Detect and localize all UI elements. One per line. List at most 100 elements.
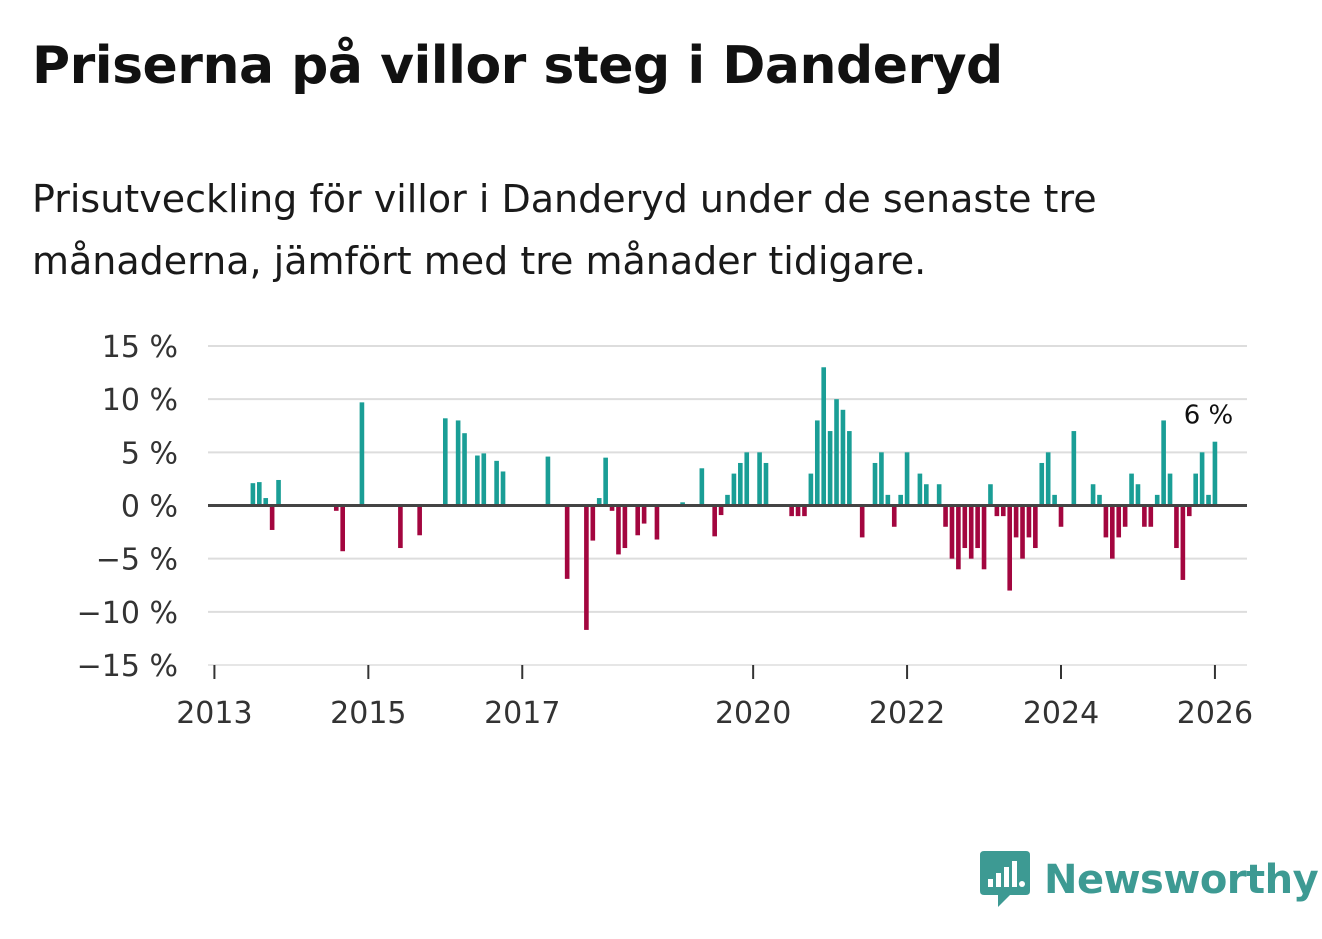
bar-positive <box>1097 494 1102 506</box>
bar-positive <box>725 494 730 506</box>
bar-negative <box>1186 505 1192 517</box>
tick-labels: 15 % 10 % 5 % 0 % −5 % −10 % −15 % 2013 2015 2017… <box>77 330 1253 731</box>
bar-positive <box>545 456 551 506</box>
bar-negative <box>712 505 717 537</box>
bar-positive <box>1206 494 1211 506</box>
bar-positive <box>904 452 910 506</box>
x-tick-label: 2020 <box>715 696 791 731</box>
bar-positive <box>731 473 737 506</box>
bar-chart: 15 % 10 % 5 % 0 % −5 % −10 % −15 % 2013 2015 2017… <box>77 330 1253 731</box>
bar-positive <box>847 431 852 506</box>
bar-negative <box>1058 505 1064 527</box>
bar-positive <box>834 399 839 506</box>
bar-negative <box>859 505 865 538</box>
bar-negative <box>891 505 897 527</box>
bar-negative <box>1110 505 1115 559</box>
bar-negative <box>1020 505 1025 559</box>
bar-negative <box>943 505 948 527</box>
bar-positive <box>1090 484 1096 506</box>
bar-negative <box>609 505 615 511</box>
chart-title: Priserna på villor steg i Danderyd <box>32 36 1003 96</box>
bar-positive <box>917 473 923 506</box>
bar-positive <box>1135 484 1141 506</box>
x-tick-label: 2017 <box>484 696 560 731</box>
bar-negative <box>1103 505 1109 538</box>
y-tick-label: −10 % <box>77 596 178 631</box>
bar-positive <box>494 460 499 506</box>
bar-positive <box>276 479 281 506</box>
bar-positive <box>879 452 884 506</box>
y-tick-label: 15 % <box>102 330 178 365</box>
bar-negative <box>1007 505 1013 591</box>
bar-negative <box>956 505 961 570</box>
bar-negative <box>975 505 980 549</box>
bar-positive <box>840 409 846 506</box>
bar-positive <box>808 473 814 506</box>
newsworthy-logo: Newsworthy <box>980 850 1319 910</box>
bar-positive <box>1071 431 1077 506</box>
bar-positive <box>359 402 365 506</box>
bar-negative <box>1174 505 1179 549</box>
bar-positive <box>744 452 750 506</box>
bar-positive <box>1199 452 1205 506</box>
bar-positive <box>481 453 487 506</box>
chart-subtitle: Prisutveckling för villor i Danderyd und… <box>32 177 1097 283</box>
bar-positive <box>256 482 262 506</box>
bar-positive <box>263 498 269 506</box>
bar-positive <box>680 502 685 506</box>
x-tick-label: 2013 <box>176 696 252 731</box>
bar-positive <box>821 367 827 506</box>
bar-positive <box>455 420 461 506</box>
bar-negative <box>802 505 807 517</box>
bar-positive <box>898 494 903 506</box>
bar-negative <box>1122 505 1128 527</box>
bar-negative <box>654 505 660 540</box>
bar-positive <box>738 462 743 506</box>
y-tick-label: 10 % <box>102 383 178 418</box>
bar-negative <box>398 505 403 549</box>
bars <box>250 367 1218 630</box>
bar-negative <box>994 505 1000 517</box>
bar-positive <box>872 462 878 506</box>
bar-negative <box>1000 505 1006 517</box>
latest-value-annotation: 6 % <box>1184 401 1234 431</box>
x-tick-label: 2015 <box>330 696 406 731</box>
bar-positive <box>763 462 769 506</box>
y-tick-label: −15 % <box>77 649 178 684</box>
axes <box>208 504 1247 679</box>
x-tick-label: 2026 <box>1177 696 1253 731</box>
bar-positive <box>500 471 506 506</box>
bar-positive <box>475 455 480 506</box>
bar-positive <box>1193 473 1199 506</box>
bar-positive <box>603 457 608 506</box>
bar-negative <box>968 505 974 559</box>
bar-positive <box>936 484 942 506</box>
bar-negative <box>962 505 968 549</box>
bar-negative <box>1116 505 1122 538</box>
bar-positive <box>462 433 467 506</box>
bar-negative <box>584 505 589 630</box>
bar-positive <box>442 418 448 506</box>
x-tick-label: 2022 <box>869 696 945 731</box>
bar-positive <box>1167 473 1173 506</box>
bar-negative <box>417 505 422 536</box>
newsworthy-logo-icon <box>980 851 1030 907</box>
bar-negative <box>1142 505 1147 527</box>
bar-negative <box>622 505 628 549</box>
bar-negative <box>981 505 987 570</box>
bar-positive <box>250 483 256 506</box>
bar-positive <box>924 484 929 506</box>
bar-negative <box>949 505 955 559</box>
bar-positive <box>1129 473 1134 506</box>
y-tick-label: 0 % <box>121 490 178 525</box>
bar-positive <box>1212 441 1218 506</box>
bar-negative <box>340 505 345 552</box>
bar-negative <box>795 505 801 517</box>
bar-negative <box>1148 505 1154 527</box>
bar-positive <box>1161 420 1166 506</box>
x-tick-label: 2024 <box>1023 696 1099 731</box>
bar-negative <box>789 505 794 517</box>
bar-positive <box>885 494 891 506</box>
bar-positive <box>827 431 833 506</box>
y-tick-label: −5 % <box>96 543 178 578</box>
